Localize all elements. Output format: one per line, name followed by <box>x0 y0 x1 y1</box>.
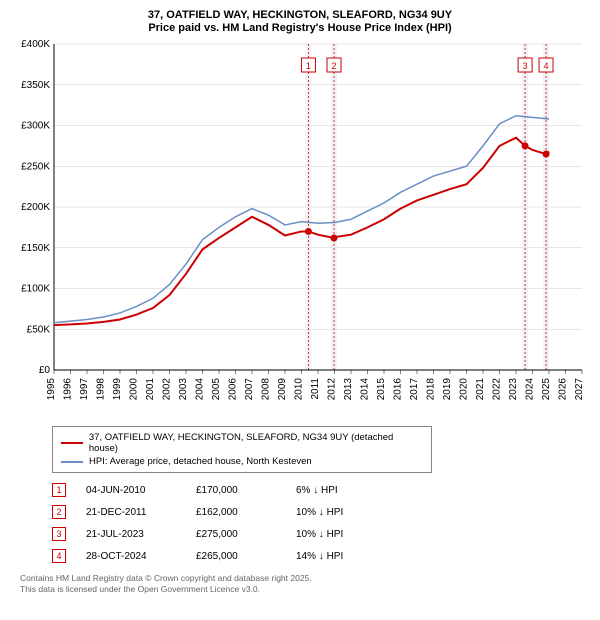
svg-text:2006: 2006 <box>228 378 239 401</box>
sale-price: £265,000 <box>196 551 276 562</box>
svg-text:£100K: £100K <box>21 284 50 295</box>
svg-text:4: 4 <box>544 61 549 71</box>
legend-swatch <box>61 461 83 463</box>
legend-row: 37, OATFIELD WAY, HECKINGTON, SLEAFORD, … <box>61 431 423 455</box>
svg-text:2018: 2018 <box>426 378 437 401</box>
line-chart: £0 £50K £100K £150K £200K £250K £300K £350K £400… <box>12 40 588 420</box>
svg-text:2024: 2024 <box>525 378 536 401</box>
svg-text:2027: 2027 <box>574 378 585 401</box>
sale-date: 04-JUN-2010 <box>86 485 176 496</box>
svg-text:2001: 2001 <box>145 378 156 401</box>
chart-title-line2: Price paid vs. HM Land Registry's House … <box>12 22 588 34</box>
svg-text:1996: 1996 <box>63 378 74 401</box>
sale-marker-icon: 1 <box>52 483 66 497</box>
svg-text:1: 1 <box>306 61 311 71</box>
svg-text:2008: 2008 <box>261 378 272 401</box>
svg-text:2020: 2020 <box>459 378 470 401</box>
svg-text:£250K: £250K <box>21 162 50 173</box>
svg-text:2022: 2022 <box>492 378 503 401</box>
footnote-line2: This data is licensed under the Open Gov… <box>20 584 588 595</box>
svg-text:1999: 1999 <box>112 378 123 401</box>
footnote: Contains HM Land Registry data © Crown c… <box>20 573 588 595</box>
svg-text:2011: 2011 <box>310 378 321 400</box>
legend-label: 37, OATFIELD WAY, HECKINGTON, SLEAFORD, … <box>89 432 423 454</box>
legend-swatch <box>61 442 83 444</box>
svg-text:2010: 2010 <box>294 378 305 401</box>
sale-price: £275,000 <box>196 529 276 540</box>
svg-text:2017: 2017 <box>409 378 420 401</box>
svg-text:£50K: £50K <box>27 325 51 336</box>
sale-hpi: 10% ↓ HPI <box>296 507 376 518</box>
chart-area: £0 £50K £100K £150K £200K £250K £300K £350K £400… <box>12 40 588 420</box>
sale-date: 21-DEC-2011 <box>86 507 176 518</box>
svg-text:2026: 2026 <box>558 378 569 401</box>
chart-title-line1: 37, OATFIELD WAY, HECKINGTON, SLEAFORD, … <box>12 8 588 22</box>
sale-row: 3 21-JUL-2023 £275,000 10% ↓ HPI <box>52 523 588 545</box>
svg-text:3: 3 <box>523 61 528 71</box>
svg-text:2004: 2004 <box>195 378 206 401</box>
svg-text:2015: 2015 <box>376 378 387 401</box>
svg-text:2021: 2021 <box>475 378 486 401</box>
sale-marker-icon: 3 <box>52 527 66 541</box>
svg-text:£150K: £150K <box>21 243 50 254</box>
sale-row: 2 21-DEC-2011 £162,000 10% ↓ HPI <box>52 501 588 523</box>
svg-text:2025: 2025 <box>541 378 552 401</box>
svg-text:1998: 1998 <box>96 378 107 401</box>
legend-row: HPI: Average price, detached house, Nort… <box>61 455 423 468</box>
svg-text:£0: £0 <box>39 365 51 376</box>
sale-date: 28-OCT-2024 <box>86 551 176 562</box>
svg-text:1997: 1997 <box>79 378 90 401</box>
svg-text:£400K: £400K <box>21 40 50 50</box>
svg-text:2009: 2009 <box>277 378 288 401</box>
svg-text:£300K: £300K <box>21 121 50 132</box>
sale-row: 1 04-JUN-2010 £170,000 6% ↓ HPI <box>52 479 588 501</box>
sale-price: £170,000 <box>196 485 276 496</box>
sale-row: 4 28-OCT-2024 £265,000 14% ↓ HPI <box>52 545 588 567</box>
sale-hpi: 10% ↓ HPI <box>296 529 376 540</box>
svg-text:2003: 2003 <box>178 378 189 401</box>
svg-text:2002: 2002 <box>162 378 173 401</box>
svg-text:2014: 2014 <box>360 378 371 401</box>
footnote-line1: Contains HM Land Registry data © Crown c… <box>20 573 588 584</box>
sale-hpi: 6% ↓ HPI <box>296 485 376 496</box>
sale-price: £162,000 <box>196 507 276 518</box>
svg-text:2016: 2016 <box>393 378 404 401</box>
sale-date: 21-JUL-2023 <box>86 529 176 540</box>
chart-container: 37, OATFIELD WAY, HECKINGTON, SLEAFORD, … <box>0 0 600 620</box>
sale-hpi: 14% ↓ HPI <box>296 551 376 562</box>
legend: 37, OATFIELD WAY, HECKINGTON, SLEAFORD, … <box>52 426 432 473</box>
svg-text:2013: 2013 <box>343 378 354 401</box>
svg-text:£200K: £200K <box>21 202 50 213</box>
svg-text:2023: 2023 <box>508 378 519 401</box>
svg-text:2019: 2019 <box>442 378 453 401</box>
legend-label: HPI: Average price, detached house, Nort… <box>89 456 312 467</box>
sale-marker-icon: 2 <box>52 505 66 519</box>
sale-marker-icon: 4 <box>52 549 66 563</box>
svg-text:2: 2 <box>331 61 336 71</box>
svg-text:1995: 1995 <box>46 378 57 401</box>
svg-text:2007: 2007 <box>244 378 255 401</box>
svg-text:2005: 2005 <box>211 378 222 401</box>
sales-table: 1 04-JUN-2010 £170,000 6% ↓ HPI 2 21-DEC-2011… <box>52 479 588 567</box>
svg-text:£350K: £350K <box>21 80 50 91</box>
svg-text:2012: 2012 <box>327 378 338 401</box>
svg-text:2000: 2000 <box>129 378 140 401</box>
